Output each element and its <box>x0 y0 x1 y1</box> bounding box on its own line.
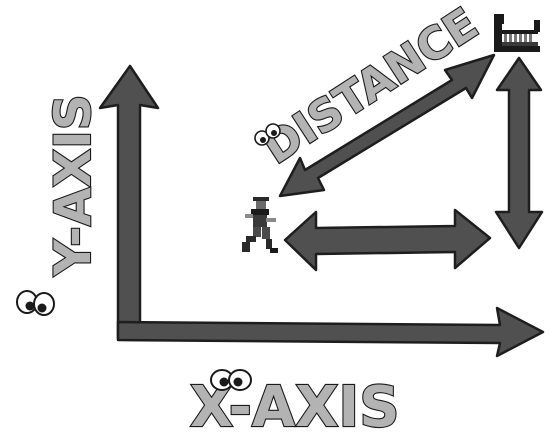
pixel-runner-icon <box>242 197 278 253</box>
horizontal-distance-arrow <box>283 208 492 272</box>
pixel-crocodile-icon <box>494 14 540 52</box>
x-axis-eyes <box>210 369 252 391</box>
y-axis-label: Y-AXIS <box>44 94 102 276</box>
y-axis-eyes <box>16 290 55 316</box>
y-axis-arrow <box>98 64 160 340</box>
vertical-distance-arrow <box>494 56 544 250</box>
distance-eyes <box>254 123 281 146</box>
diagonal-distance-arrow <box>278 53 496 198</box>
x-axis-arrow <box>116 306 545 358</box>
